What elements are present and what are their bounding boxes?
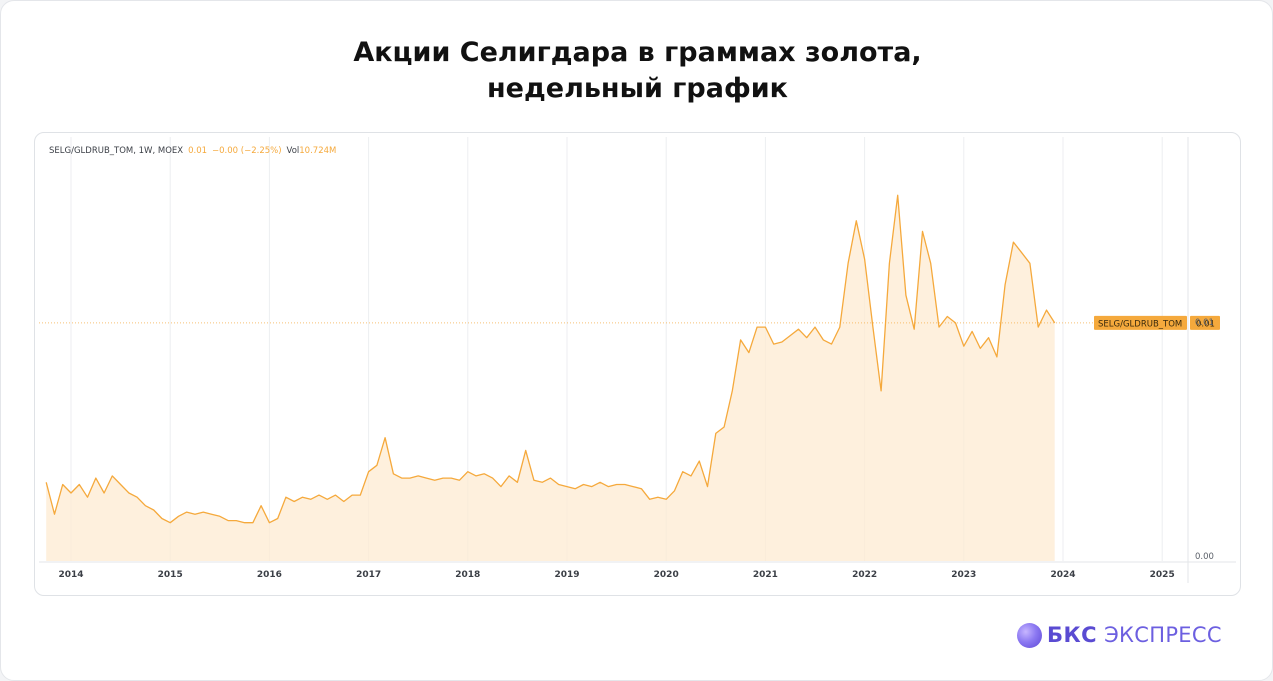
x-tick-label: 2021 — [753, 570, 778, 580]
brand-sub: ЭКСПРЕСС — [1104, 623, 1222, 647]
brand-name: БКС — [1047, 623, 1098, 647]
series-line — [45, 194, 1056, 524]
x-tick-label: 2014 — [58, 570, 83, 580]
series-name-tag-text: SELG/GLDRUB_TOM — [1098, 319, 1182, 329]
chart-frame[interactable]: SELG/GLDRUB_TOM 0.01 0.01 0.00 2014 2015 2016 2… — [34, 132, 1241, 596]
price-chart[interactable]: SELG/GLDRUB_TOM 0.01 0.01 0.00 2014 2015 2016 2… — [35, 133, 1240, 595]
brand-orb-icon — [1017, 622, 1042, 648]
x-tick-label: 2023 — [951, 570, 976, 580]
y-tick-label: 0.00 — [1195, 552, 1214, 562]
x-tick-label: 2022 — [852, 570, 877, 580]
brand-logo: БКС ЭКСПРЕСС — [1017, 620, 1222, 650]
last-price-tag-text: 0.01 — [1196, 319, 1215, 329]
legend-vol-label: Vol — [286, 146, 300, 156]
x-tick-label: 2016 — [257, 570, 282, 580]
x-tick-label: 2024 — [1050, 570, 1075, 580]
x-tick-label: 2017 — [356, 570, 381, 580]
x-tick-label: 2019 — [554, 570, 579, 580]
x-tick-label: 2018 — [455, 570, 480, 580]
series-name-tag — [1094, 315, 1187, 330]
legend-symbol: SELG/GLDRUB_TOM, 1W, MOEX — [49, 146, 184, 156]
series-area — [46, 195, 1055, 562]
legend-change: −0.00 (−2.25%) — [212, 146, 282, 156]
x-tick-label: 2025 — [1150, 570, 1175, 580]
x-tick-label: 2020 — [654, 570, 679, 580]
legend-last-value: 0.01 — [188, 146, 208, 156]
page-title: Акции Селигдара в граммах золота, недель… — [1, 35, 1273, 107]
title-line-1: Акции Селигдара в граммах золота, — [353, 37, 922, 68]
last-price-tag — [1190, 315, 1220, 330]
legend-vol-value: 10.724M — [299, 146, 337, 156]
y-tick-label: 0.01 — [1195, 318, 1214, 328]
title-line-2: недельный график — [486, 73, 788, 104]
chart-legend: SELG/GLDRUB_TOM, 1W, MOEX 0.01 −0.00 (−2.2… — [49, 146, 336, 156]
x-tick-label: 2015 — [158, 570, 183, 580]
